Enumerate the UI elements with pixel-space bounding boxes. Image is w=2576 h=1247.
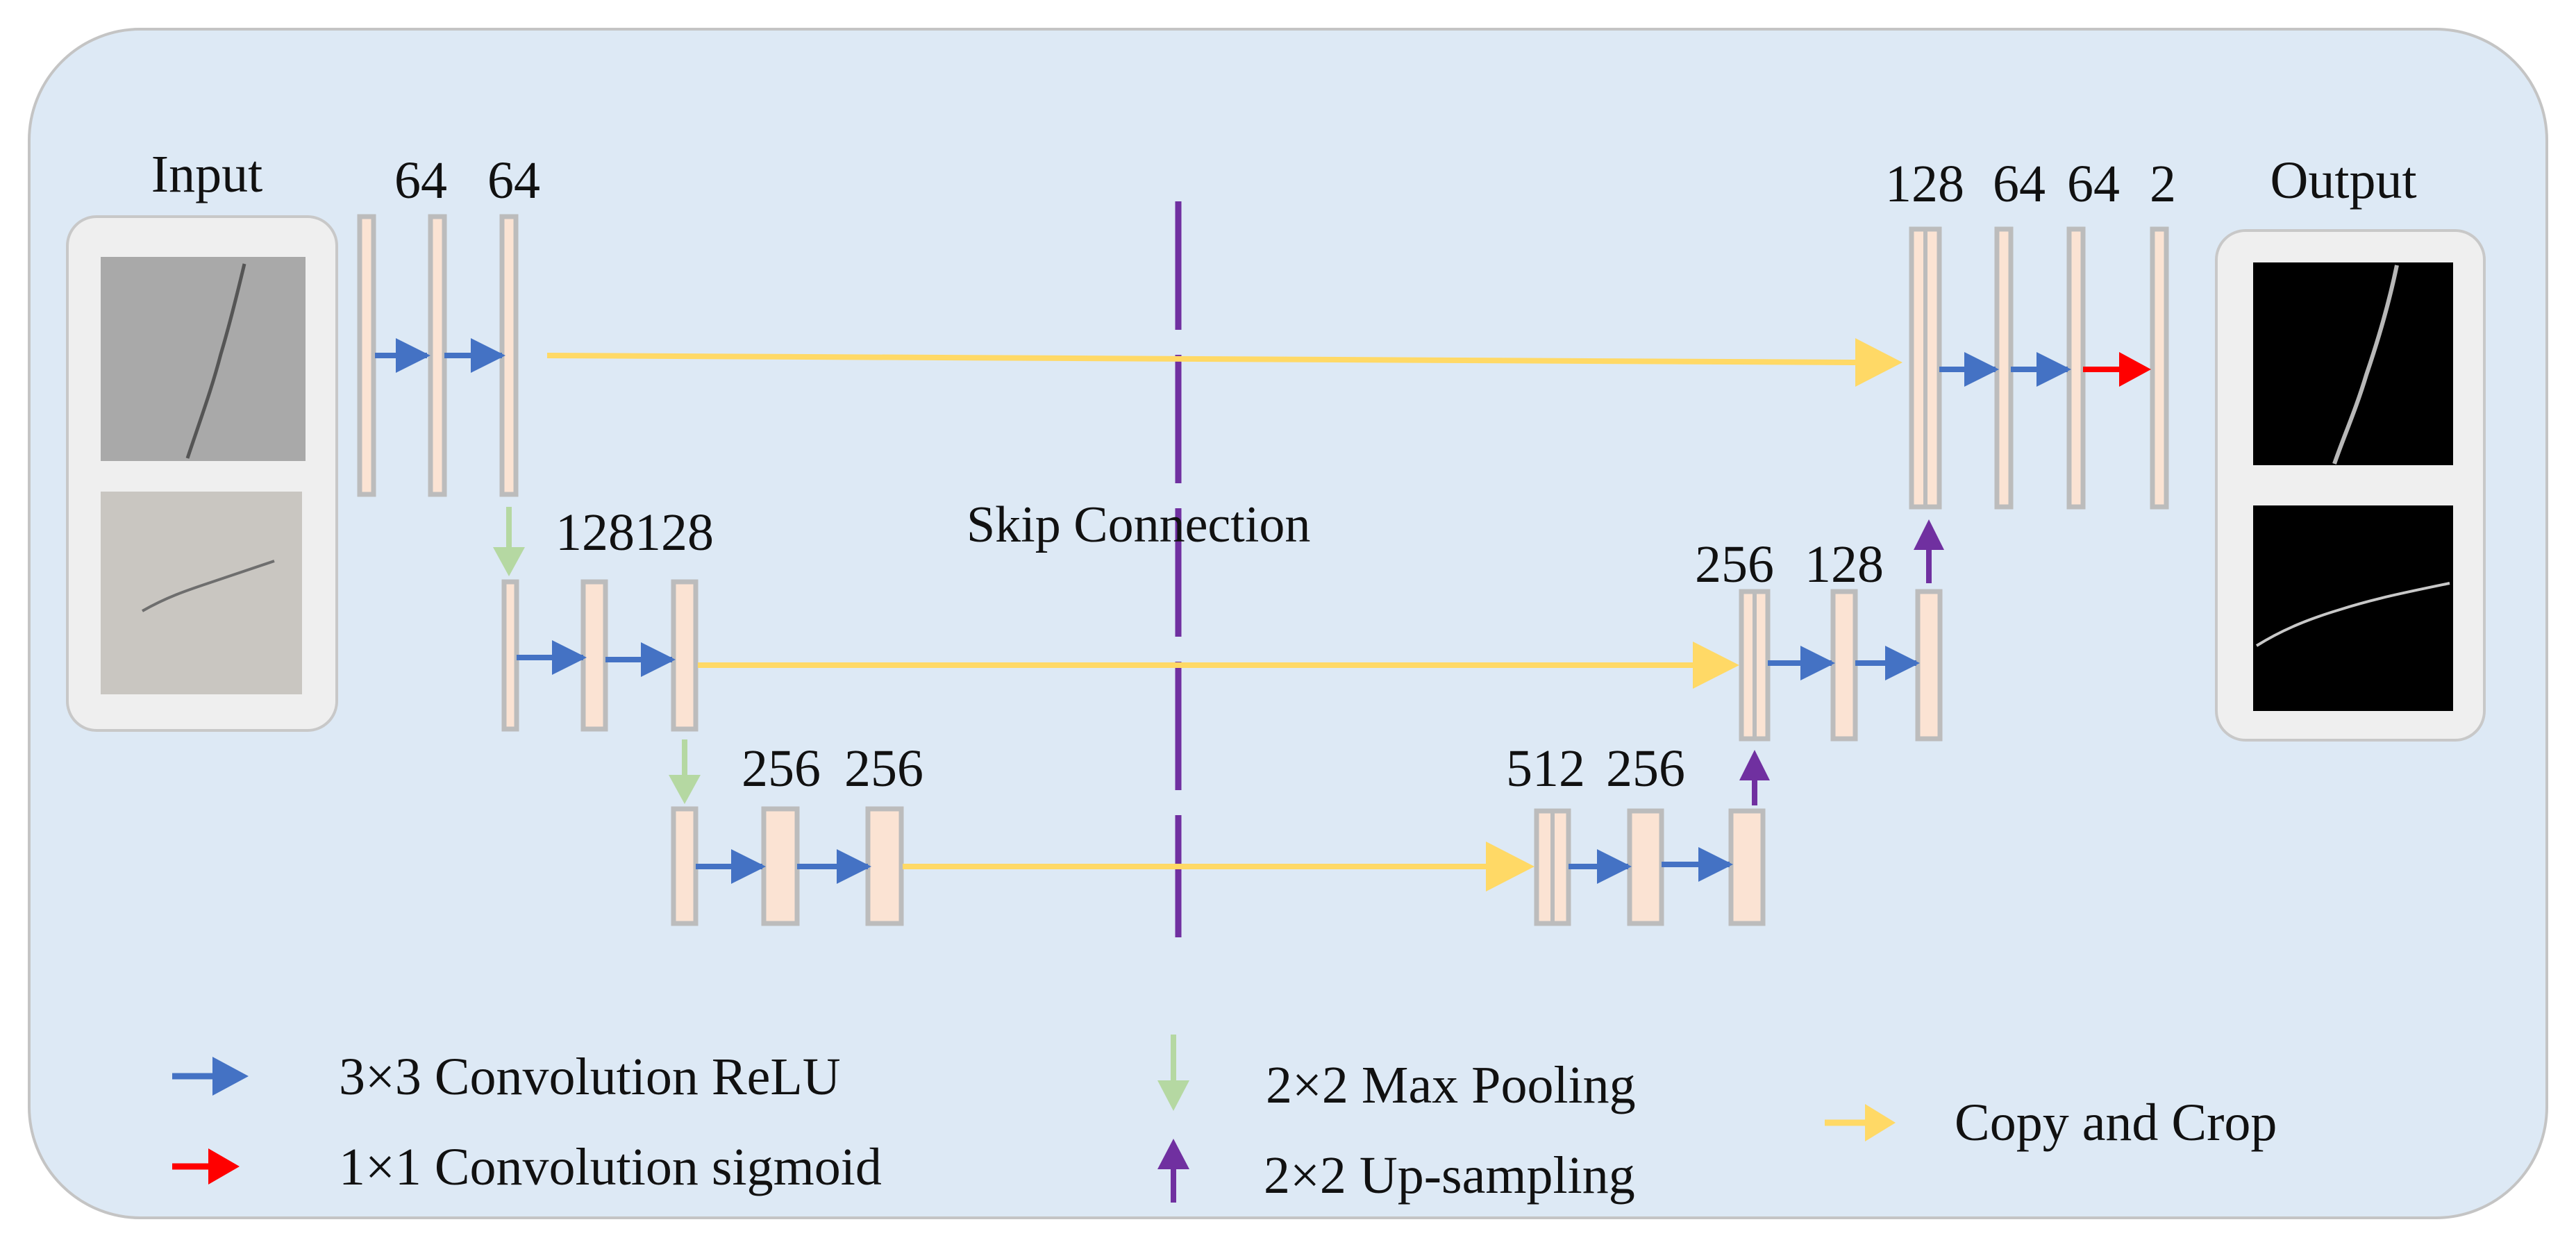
conv-relu-arrows <box>375 338 2071 884</box>
legend-copy-crop-label: Copy and Crop <box>1955 1094 2277 1152</box>
input-title: Input <box>151 145 262 203</box>
feature-map <box>671 579 699 732</box>
feature-map <box>1915 589 1943 742</box>
feature-map <box>499 214 519 497</box>
legend-up-sampling: 2×2 Up-sampling <box>1157 1139 1635 1205</box>
output-title: Output <box>2270 151 2416 210</box>
up-sample-arrows <box>1739 519 1944 805</box>
legend-conv-relu-arrowhead <box>212 1057 249 1096</box>
feature-map <box>1627 808 1664 926</box>
feature-map <box>671 806 699 926</box>
encoder-level-2 <box>501 579 699 732</box>
output-mask-2 <box>2253 505 2453 711</box>
feature-map <box>1830 589 1858 742</box>
conv-sigmoid-arrow <box>2083 352 2151 387</box>
dec3-label-2: 256 <box>1606 739 1685 798</box>
feature-map <box>1994 226 2014 510</box>
legend-up-sampling-arrowhead <box>1157 1139 1189 1169</box>
copy-crop-arrow-level-1 <box>546 353 1856 365</box>
copy-crop-arrows <box>546 338 1902 892</box>
dec1-label-4: 2 <box>2150 155 2176 213</box>
feature-map <box>2066 226 2086 510</box>
max-pool-arrows <box>493 507 701 804</box>
output-mask-1 <box>2253 262 2453 465</box>
legend: 3×3 Convolution ReLU 1×1 Convolution sig… <box>172 1035 2277 1205</box>
feature-map <box>428 214 447 497</box>
dec1-label-1: 128 <box>1885 155 1964 213</box>
dec1-label-2: 64 <box>1993 155 2046 213</box>
input-panel: Input <box>66 145 338 732</box>
copy-crop-arrowhead <box>1693 642 1739 689</box>
input-image-crack-1 <box>101 257 306 461</box>
up-sample-arrowhead <box>1739 750 1770 780</box>
enc2-label: 128128 <box>555 503 714 562</box>
feature-map <box>580 579 608 732</box>
dec2-label-1: 256 <box>1695 535 1774 594</box>
legend-max-pooling-label: 2×2 Max Pooling <box>1266 1056 1636 1114</box>
max-pool-arrowhead <box>669 775 701 804</box>
enc3-label-2: 256 <box>844 739 923 798</box>
legend-conv-sigmoid-label: 1×1 Convolution sigmoid <box>339 1138 882 1196</box>
conv-sigmoid-arrowhead <box>2119 352 2151 387</box>
feature-map <box>2150 226 2169 510</box>
feature-map <box>501 579 519 732</box>
legend-conv-relu: 3×3 Convolution ReLU <box>172 1048 841 1106</box>
enc1-label-2: 64 <box>487 151 540 210</box>
legend-max-pooling-arrowhead <box>1157 1080 1189 1111</box>
feature-map <box>761 806 800 926</box>
feature-map <box>357 214 376 497</box>
copy-crop-arrowhead <box>1855 338 1902 387</box>
up-sample-arrowhead <box>1914 519 1944 550</box>
copy-crop-arrowhead <box>1486 842 1534 892</box>
dec3-label-1: 512 <box>1506 739 1585 798</box>
legend-conv-sigmoid-arrowhead <box>208 1148 240 1185</box>
dec2-label-2: 128 <box>1805 535 1884 594</box>
enc1-label-1: 64 <box>394 151 447 210</box>
input-image-crack-2 <box>101 492 302 694</box>
legend-conv-sigmoid: 1×1 Convolution sigmoid <box>172 1138 882 1196</box>
decoder-level-3 <box>1534 808 1766 926</box>
feature-map <box>1728 808 1766 926</box>
feature-map <box>865 806 904 926</box>
dec1-label-3: 64 <box>2067 155 2120 213</box>
max-pool-arrowhead <box>493 547 525 576</box>
legend-up-sampling-label: 2×2 Up-sampling <box>1264 1146 1635 1205</box>
skip-connection-label: Skip Connection <box>967 496 1310 553</box>
legend-copy-crop-arrowhead <box>1865 1104 1896 1141</box>
enc3-label-1: 256 <box>742 739 821 798</box>
legend-max-pooling: 2×2 Max Pooling <box>1157 1035 1636 1114</box>
output-panel: Output <box>2215 151 2486 742</box>
legend-conv-relu-label: 3×3 Convolution ReLU <box>339 1048 841 1106</box>
legend-copy-crop: Copy and Crop <box>1825 1094 2277 1152</box>
